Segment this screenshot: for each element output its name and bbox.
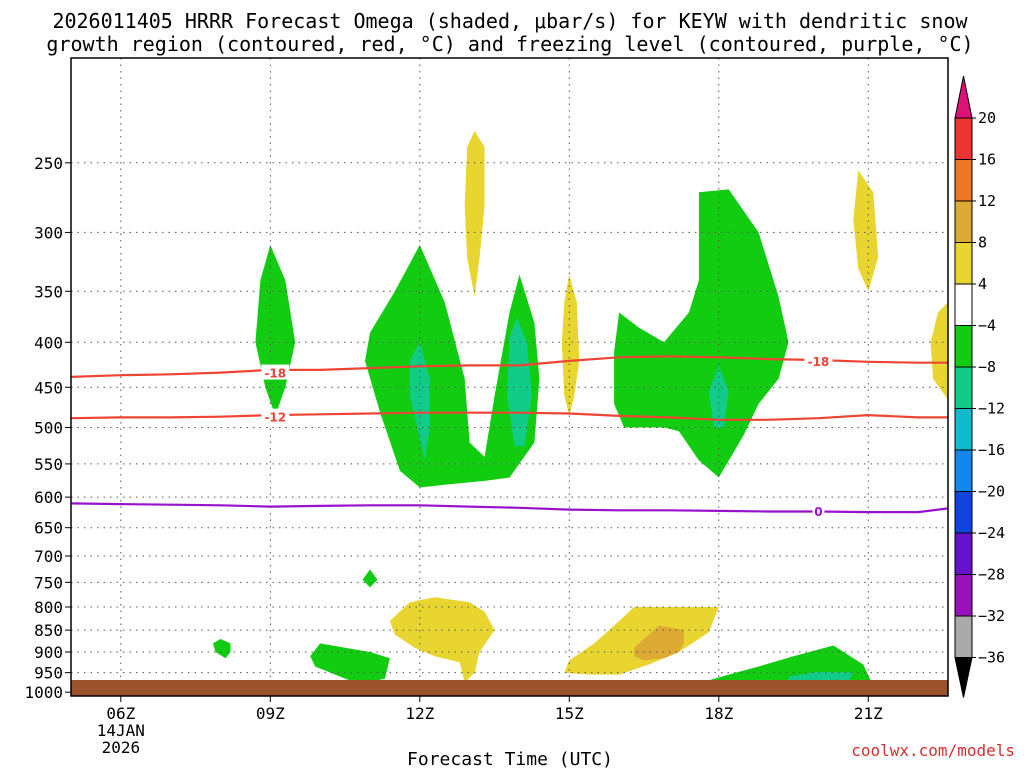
colorbar-label-4: 4 — [978, 275, 987, 293]
y-tick-label-650: 650 — [34, 519, 63, 538]
x-tick-label-12Z: 12Z — [405, 704, 434, 723]
y-tick-label-600: 600 — [34, 488, 63, 507]
colorbar-swatch-13 — [954, 615, 973, 658]
colorbar-swatch-1 — [954, 117, 973, 160]
colorbar-label-11: −28 — [978, 566, 1005, 584]
colorbar-swatch-3 — [954, 200, 973, 243]
omega-region-12 — [389, 597, 495, 683]
contour-label-bg — [812, 502, 825, 518]
colorbar-label-10: −24 — [978, 524, 1005, 542]
y-tick-label-300: 300 — [34, 223, 63, 242]
colorbar-bottom-arrow — [954, 657, 973, 698]
colorbar-label-3: 8 — [978, 234, 987, 252]
colorbar-label-6: −8 — [978, 358, 996, 376]
site-credit: coolwx.com/models — [851, 741, 1015, 760]
omega-shading — [213, 131, 948, 689]
x-axis-title: Forecast Time (UTC) — [407, 749, 613, 768]
omega-region-10 — [362, 569, 378, 588]
temperature-contours: -18 -18 -12 0 — [70, 352, 949, 519]
y-tick-label-450: 450 — [34, 378, 63, 397]
omega-region-3 — [507, 317, 532, 447]
colorbar-swatch-11 — [954, 532, 973, 575]
contour-label-0-0: -18 — [264, 367, 286, 381]
omega-region-6 — [464, 131, 485, 297]
omega-region-2 — [409, 342, 430, 461]
colorbar-label-5: −4 — [978, 317, 996, 335]
omega-region-9 — [930, 302, 948, 400]
colorbar-swatch-10 — [954, 491, 973, 534]
contour-label-1-0: -12 — [264, 411, 286, 425]
y-tick-label-1000: 1000 — [24, 683, 63, 702]
chart-title-line-2: growth region (contoured, red, °C) and f… — [46, 32, 973, 56]
colorbar-swatch-4 — [954, 242, 973, 285]
chart-title-line-1: 2026011405 HRRR Forecast Omega (shaded, … — [52, 9, 968, 33]
contour-label-bg — [804, 352, 833, 368]
y-tick-label-800: 800 — [34, 598, 63, 617]
plot-frame — [70, 57, 949, 697]
colorbar-label-2: 12 — [978, 192, 996, 210]
omega-region-4 — [614, 189, 789, 478]
x-tick-label-06Z: 06Z — [106, 704, 135, 723]
x-tick-date: 14JAN — [97, 721, 145, 740]
colorbar-swatch-2 — [954, 159, 973, 202]
contour-label-2-0: 0 — [814, 505, 822, 519]
contour-label-0-1: -18 — [808, 355, 830, 369]
y-tick-label-700: 700 — [34, 547, 63, 566]
omega-region-11 — [213, 639, 231, 659]
x-tick-label-15Z: 15Z — [555, 704, 584, 723]
colorbar-swatch-8 — [954, 408, 973, 451]
y-tick-label-400: 400 — [34, 333, 63, 352]
omega-region-14 — [564, 607, 719, 675]
omega-region-15 — [634, 625, 684, 661]
colorbar-label-9: −20 — [978, 483, 1005, 501]
y-tick-label-850: 850 — [34, 621, 63, 640]
y-tick-label-250: 250 — [34, 154, 63, 173]
colorbar-label-8: −16 — [978, 441, 1005, 459]
y-tick-label-950: 950 — [34, 664, 63, 683]
omega-region-8 — [853, 170, 879, 292]
colorbar-swatch-12 — [954, 574, 973, 617]
x-tick-label-18Z: 18Z — [704, 704, 733, 723]
y-tick-label-750: 750 — [34, 573, 63, 592]
colorbar-label-1: 16 — [978, 151, 996, 169]
colorbar-swatch-7 — [954, 366, 973, 409]
ground-surface — [71, 680, 948, 696]
colorbar-label-13: −36 — [978, 649, 1005, 667]
colorbar-swatch-6 — [954, 325, 973, 368]
colorbar: 20 16 12 8 4 −4 −8 −12 −16 −20 −24 −28 −32 −36 — [954, 75, 1005, 698]
contour-line-1 — [70, 411, 948, 421]
omega-region-7 — [561, 274, 580, 416]
colorbar-top-arrow — [954, 75, 973, 119]
y-tick-label-500: 500 — [34, 419, 63, 438]
colorbar-label-0: 20 — [978, 109, 996, 127]
x-tick-label-21Z: 21Z — [854, 704, 883, 723]
plot-area: -18 -18 -12 0 — [70, 57, 949, 697]
colorbar-label-7: −12 — [978, 400, 1005, 418]
contour-label-bg — [261, 408, 290, 424]
y-tick-label-900: 900 — [34, 643, 63, 662]
contour-label-bg — [261, 364, 290, 380]
y-tick-label-550: 550 — [34, 455, 63, 474]
y-tick-label-350: 350 — [34, 282, 63, 301]
x-tick-year: 2026 — [102, 738, 141, 757]
omega-region-13 — [310, 643, 390, 685]
colorbar-swatch-5 — [954, 283, 973, 326]
y-axis-tick-labels: 250 300 350 400 450 500 550 600 650 700 750 800 850 9… — [24, 154, 71, 702]
x-tick-label-09Z: 09Z — [256, 704, 285, 723]
colorbar-label-12: −32 — [978, 607, 1005, 625]
colorbar-swatch-9 — [954, 449, 973, 492]
